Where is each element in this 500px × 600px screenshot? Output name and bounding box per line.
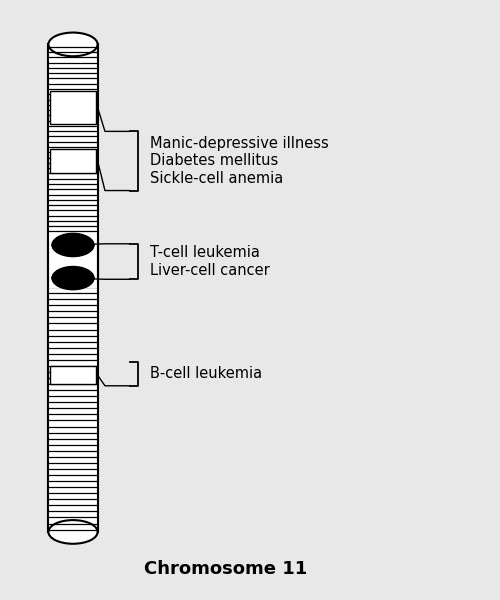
Text: Chromosome 11: Chromosome 11 [144, 560, 307, 578]
Bar [50, 91, 96, 124]
Text: Manic-depressive illness
Diabetes mellitus
Sickle-cell anemia: Manic-depressive illness Diabetes mellit… [150, 136, 328, 186]
Ellipse shape [52, 235, 94, 255]
Bar [48, 235, 98, 288]
Ellipse shape [48, 520, 98, 544]
Ellipse shape [52, 233, 94, 257]
Bar [50, 366, 96, 384]
Ellipse shape [48, 32, 98, 56]
Text: B-cell leukemia: B-cell leukemia [150, 367, 262, 382]
Text: T-cell leukemia
Liver-cell cancer: T-cell leukemia Liver-cell cancer [150, 245, 270, 278]
Ellipse shape [52, 268, 94, 288]
Ellipse shape [52, 266, 94, 290]
Bar [48, 44, 98, 532]
Bar [50, 149, 96, 173]
